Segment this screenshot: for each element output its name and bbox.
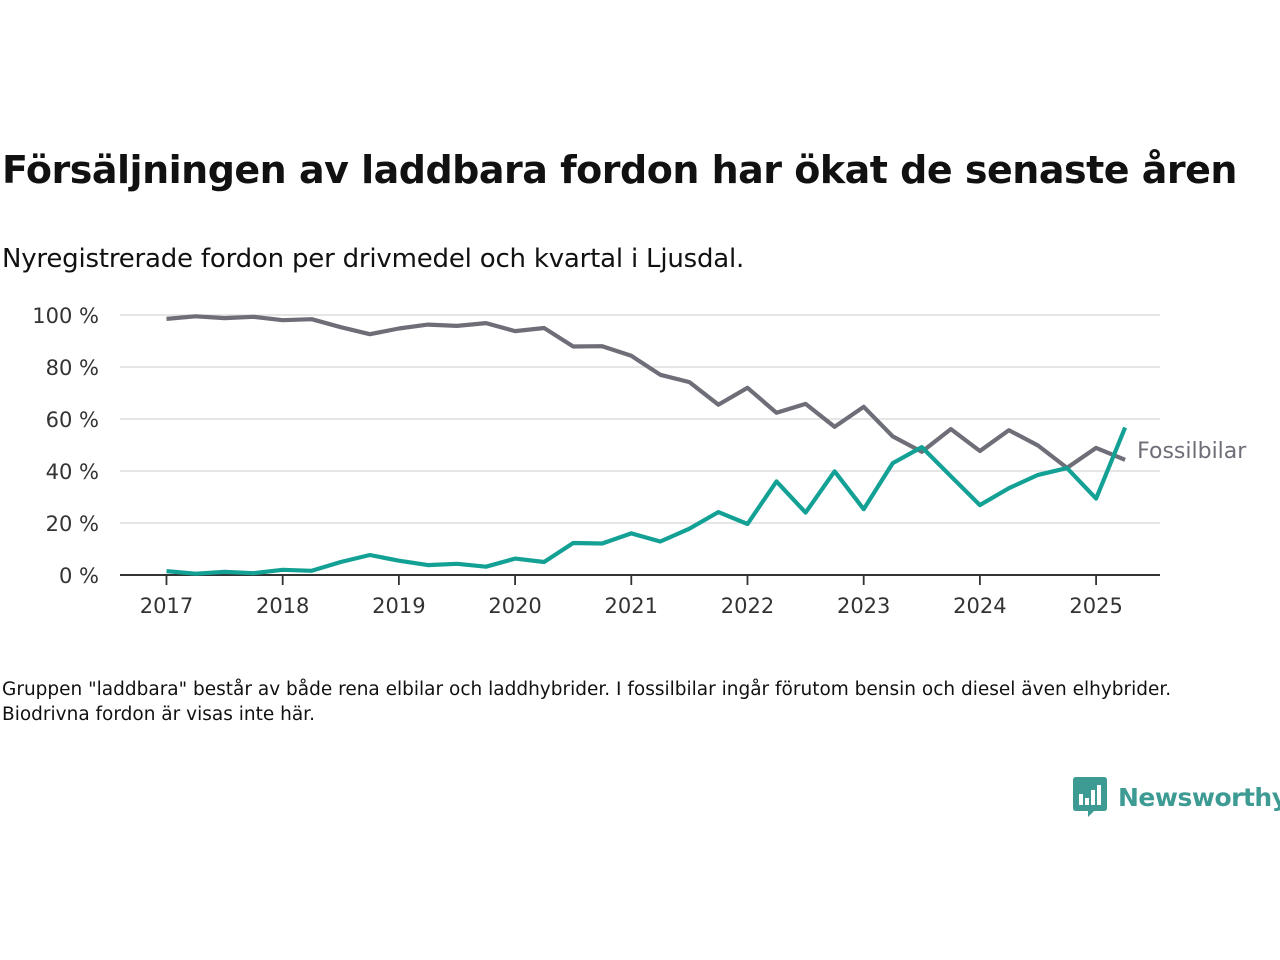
y-tick-label: 80 % [46, 356, 99, 380]
newsworthy-logo-icon [1073, 777, 1107, 817]
line-chart: 0 % 20 % 40 % 60 % 80 % 100 % 2017 2018 2019 2020… [32, 304, 1250, 618]
axes: 0 % 20 % 40 % 60 % 80 % 100 % 2017 2018 2019 2020… [32, 304, 1160, 618]
brand-logo: Newsworthy [1072, 776, 1280, 818]
series-line-laddbara [166, 426, 1128, 576]
y-tick-label: 40 % [46, 460, 99, 484]
x-tick-label: 2018 [256, 594, 309, 618]
x-tick-label: 2024 [953, 594, 1006, 618]
y-tick-label: 20 % [46, 512, 99, 536]
brand-name: Newsworthy [1118, 782, 1280, 812]
series-lines [166, 314, 1128, 576]
x-tick-label: 2025 [1069, 594, 1122, 618]
series-labels: Fossilbilar [1135, 436, 1250, 466]
footnote: Gruppen "laddbara" består av både rena e… [2, 679, 1172, 725]
chart-title: Försäljningen av laddbara fordon har öka… [2, 148, 1237, 192]
x-tick-label: 2020 [488, 594, 541, 618]
y-tick-label: 0 % [59, 564, 99, 588]
series-label-fossilbilar: Fossilbilar [1137, 439, 1247, 464]
x-tick-label: 2023 [837, 594, 890, 618]
gridlines [120, 314, 1160, 524]
y-tick-label: 60 % [46, 408, 99, 432]
x-tick-label: 2019 [372, 594, 425, 618]
x-tick-label: 2022 [721, 594, 774, 618]
series-line-fossilbilar [166, 314, 1126, 470]
chart-subtitle: Nyregistrerade fordon per drivmedel och … [2, 244, 745, 274]
x-tick-label: 2021 [605, 594, 658, 618]
x-tick-label: 2017 [140, 594, 193, 618]
y-tick-label: 100 % [32, 304, 99, 328]
